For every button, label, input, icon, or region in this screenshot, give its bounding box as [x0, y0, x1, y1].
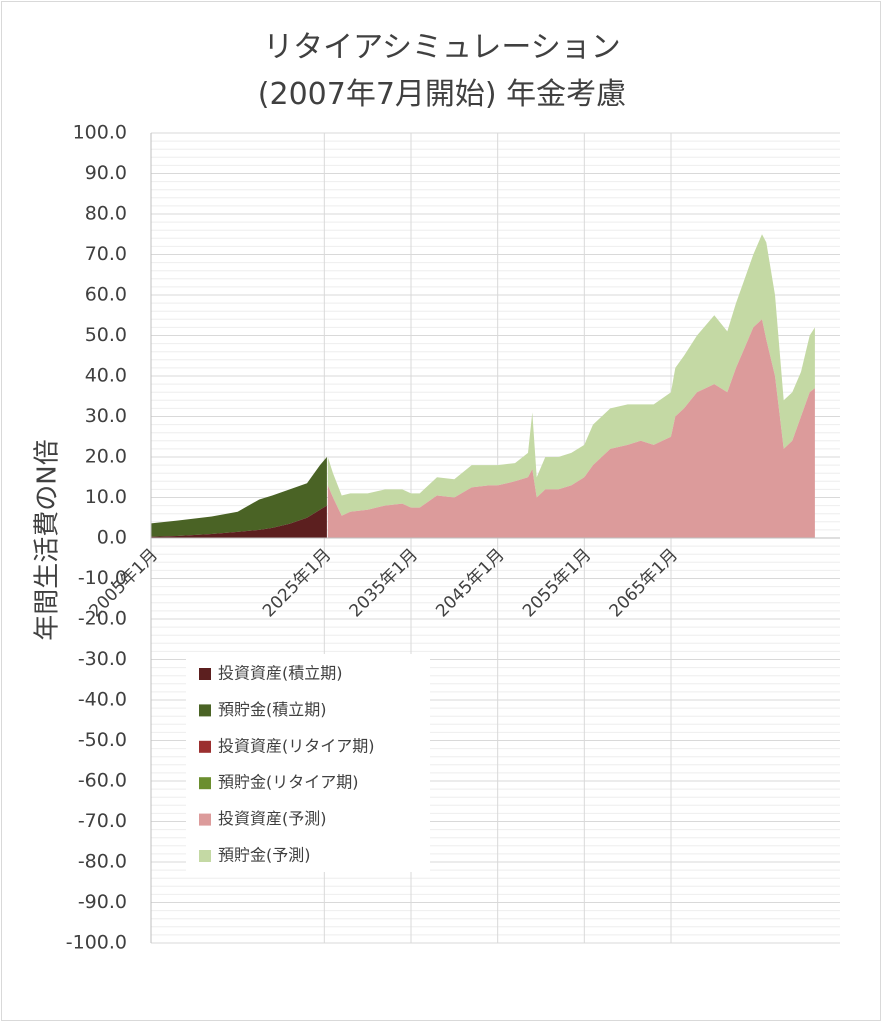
y-tick-label: 70.0: [85, 243, 127, 265]
y-tick-label: -50.0: [78, 729, 127, 751]
legend-label: 預貯金(積立期): [218, 700, 327, 719]
y-tick-label: 20.0: [85, 446, 127, 468]
area-savings-forecast: [327, 234, 815, 516]
legend-swatch: [199, 813, 211, 826]
y-tick-label: -30.0: [78, 648, 127, 670]
axes: [150, 133, 840, 943]
y-tick-label: -80.0: [78, 851, 127, 873]
y-tick-labels: 100.0 90.0 80.0 70.0 60.0 50.0 40.0 30.0 20.0 10.…: [66, 122, 127, 954]
y-tick-label: -100.0: [66, 932, 127, 954]
legend-swatch: [199, 777, 211, 790]
y-tick-label: 90.0: [85, 162, 127, 184]
legend-swatch: [199, 668, 211, 680]
y-tick-label: 30.0: [85, 405, 127, 427]
y-tick-label: 60.0: [85, 284, 127, 306]
y-tick-label: 100.0: [73, 122, 127, 144]
y-tick-label: -90.0: [78, 891, 127, 913]
legend-swatch: [199, 704, 211, 717]
legend-box: [186, 654, 430, 872]
y-tick-label: -70.0: [78, 810, 127, 832]
y-tick-label: 80.0: [85, 203, 127, 225]
area-invest-forecast: [327, 319, 815, 538]
legend-swatch: [199, 740, 211, 753]
legend-label: 投資資産(積立期): [218, 664, 343, 683]
legend-swatch: [199, 850, 211, 862]
legend-label: 預貯金(予測): [218, 846, 311, 865]
y-tick-label: 10.0: [85, 486, 127, 508]
y-tick-label: -40.0: [78, 689, 127, 711]
area-savings-accum: [151, 457, 327, 537]
chart-subtitle: (2007年7月開始) 年金考慮: [257, 77, 627, 112]
y-tick-label: -20.0: [78, 608, 127, 630]
y-tick-label: -60.0: [78, 770, 127, 792]
chart-title: リタイアシミュレーション: [263, 30, 621, 65]
y-tick-label: 0.0: [97, 527, 127, 549]
y-tick-label: 50.0: [85, 324, 127, 346]
x-tick-labels: 2005年1月 2025年1月 2035年1月 2045年1月 2055年1月 2065年…: [86, 545, 682, 621]
y-axis-label: 年間生活費のN倍: [33, 439, 63, 640]
legend-label: 預貯金(リタイア期): [218, 773, 359, 792]
y-tick-label: 40.0: [85, 365, 127, 387]
legend-label: 投資資産(予測): [218, 809, 327, 828]
legend-label: 投資資産(リタイア期): [218, 736, 375, 755]
area-series: [151, 234, 815, 538]
legend: 投資資産(積立期) 預貯金(積立期) 投資資産(リタイア期) 預貯金(リタイア期) 投資…: [186, 654, 430, 872]
y-tick-label: -10.0: [78, 567, 127, 589]
area-invest-accum: [151, 505, 327, 538]
